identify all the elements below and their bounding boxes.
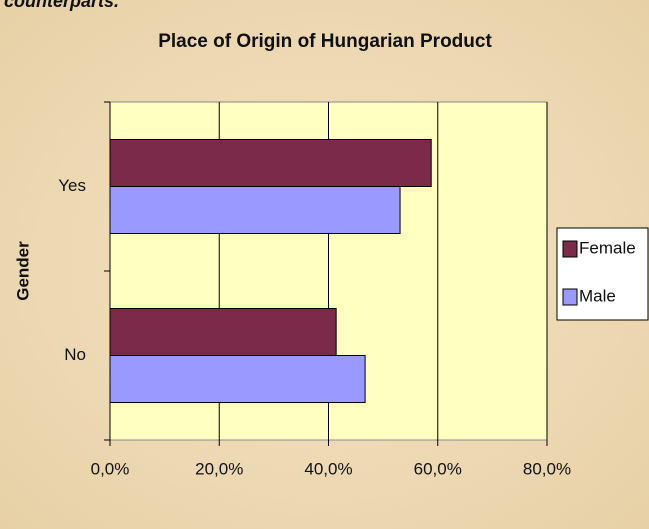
legend-swatch: [562, 240, 578, 258]
caption: counterparts.: [4, 0, 119, 11]
y-tick-label: No: [64, 345, 86, 364]
chart-title: Place of Origin of Hungarian Product: [158, 31, 492, 52]
x-tick-label: 20,0%: [195, 459, 243, 478]
legend-label: Male: [579, 286, 616, 305]
legend-swatch: [562, 288, 578, 306]
x-tick-label: 60,0%: [414, 459, 462, 478]
y-tick-label: Yes: [58, 176, 86, 195]
x-tick-label: 80,0%: [523, 459, 571, 478]
bar: [109, 186, 401, 234]
bar: [109, 139, 432, 187]
legend-label: Female: [579, 238, 636, 257]
bar: [109, 308, 337, 356]
bar: [109, 355, 366, 403]
x-tick-label: 0,0%: [91, 459, 130, 478]
y-axis-label: Gender: [13, 241, 32, 301]
x-tick-label: 40,0%: [304, 459, 352, 478]
